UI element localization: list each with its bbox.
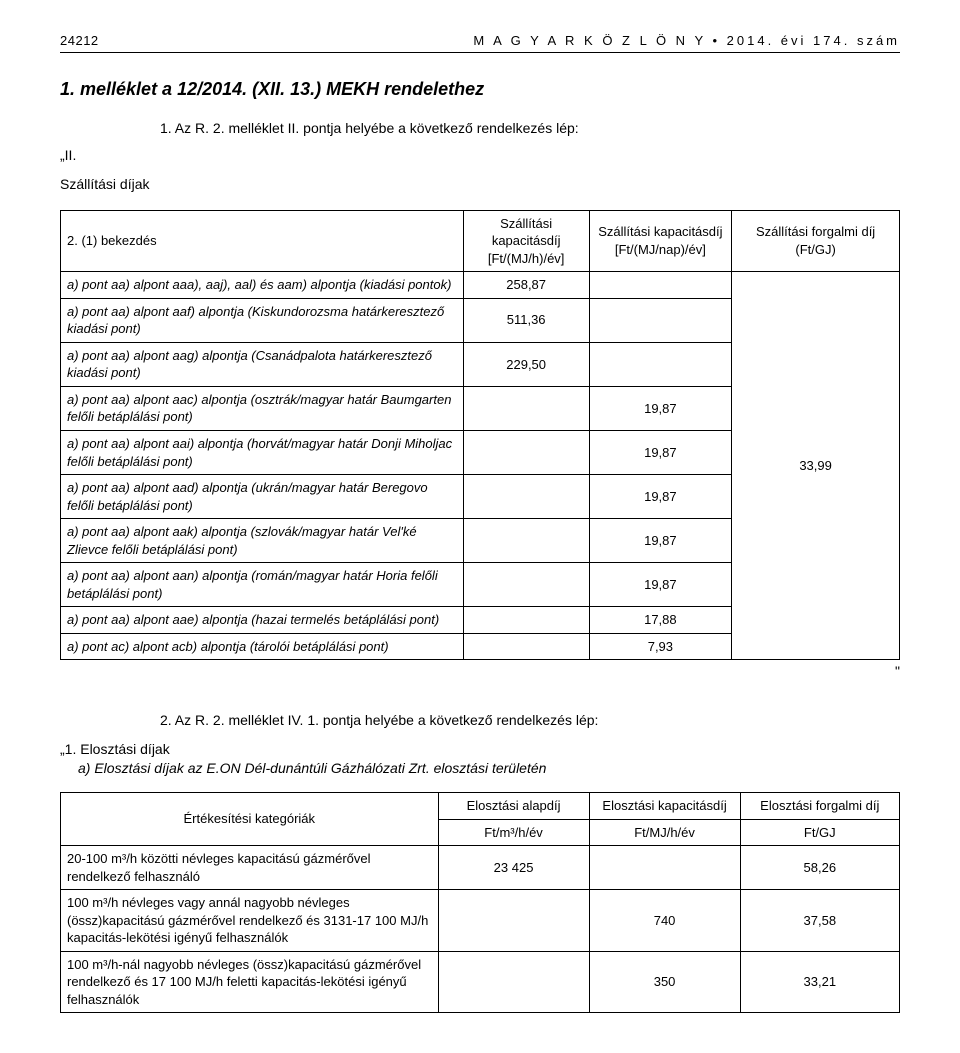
cell-v1 xyxy=(463,386,589,430)
th-unit3: Ft/GJ xyxy=(740,819,899,846)
th-cap-h: Szállítási kapacitásdíj [Ft/(MJ/h)/év] xyxy=(463,210,589,272)
cell-v1 xyxy=(463,607,589,634)
cell-v2: 17,88 xyxy=(589,607,732,634)
table-row: 100 m³/h-nál nagyobb névleges (össz)kapa… xyxy=(61,951,900,1013)
clause-1: 1. Az R. 2. melléklet II. pontja helyébe… xyxy=(160,119,900,138)
section-label: Szállítási díjak xyxy=(60,175,900,194)
header-rule xyxy=(60,52,900,53)
table-row: a) pont aa) alpont aaa), aaj), aal) és a… xyxy=(61,272,900,299)
cell-desc: a) pont aa) alpont aaf) alpontja (Kiskun… xyxy=(61,298,464,342)
cell-v1 xyxy=(463,563,589,607)
table-transport-fees: 2. (1) bekezdés Szállítási kapacitásdíj … xyxy=(60,210,900,661)
cell-v3: 58,26 xyxy=(740,846,899,890)
table-row: Értékesítési kategóriák Elosztási alapdí… xyxy=(61,793,900,820)
table-body: 20-100 m³/h közötti névleges kapacitású … xyxy=(61,846,900,1013)
cell-desc: 100 m³/h-nál nagyobb névleges (össz)kapa… xyxy=(61,951,439,1013)
table-row: 2. (1) bekezdés Szállítási kapacitásdíj … xyxy=(61,210,900,272)
cell-v1 xyxy=(463,475,589,519)
table-body: a) pont aa) alpont aaa), aaj), aal) és a… xyxy=(61,272,900,660)
cell-desc: a) pont ac) alpont acb) alpontja (tároló… xyxy=(61,633,464,660)
cell-desc: a) pont aa) alpont aai) alpontja (horvát… xyxy=(61,430,464,474)
cell-v1 xyxy=(463,633,589,660)
cell-v2: 19,87 xyxy=(589,430,732,474)
cell-v2 xyxy=(589,298,732,342)
cell-v2 xyxy=(589,272,732,299)
th-category: Értékesítési kategóriák xyxy=(61,793,439,846)
page-header: 24212 M A G Y A R K Ö Z L Ö N Y • 2014. … xyxy=(60,32,900,50)
th-unit1: Ft/m³/h/év xyxy=(438,819,589,846)
cell-v1 xyxy=(438,890,589,952)
cell-merged-v3: 33,99 xyxy=(732,272,900,660)
cell-v1: 23 425 xyxy=(438,846,589,890)
cell-v2: 19,87 xyxy=(589,475,732,519)
th-alap: Elosztási alapdíj xyxy=(438,793,589,820)
clause-1-quote: „II. xyxy=(60,146,900,165)
cell-desc: a) pont aa) alpont aaa), aaj), aal) és a… xyxy=(61,272,464,299)
cell-desc: 20-100 m³/h közötti névleges kapacitású … xyxy=(61,846,439,890)
closing-quote: " xyxy=(60,662,900,681)
cell-v3: 33,21 xyxy=(740,951,899,1013)
th-unit2: Ft/MJ/h/év xyxy=(589,819,740,846)
cell-desc: a) pont aa) alpont aag) alpontja (Csanád… xyxy=(61,342,464,386)
cell-v1 xyxy=(463,519,589,563)
cell-v1 xyxy=(463,430,589,474)
cell-desc: a) pont aa) alpont aac) alpontja (osztrá… xyxy=(61,386,464,430)
cell-desc: a) pont aa) alpont aad) alpontja (ukrán/… xyxy=(61,475,464,519)
cell-v2: 19,87 xyxy=(589,386,732,430)
cell-v2 xyxy=(589,342,732,386)
th-forg: Elosztási forgalmi díj xyxy=(740,793,899,820)
th-cap-day: Szállítási kapacitásdíj [Ft/(MJ/nap)/év] xyxy=(589,210,732,272)
clause-2: 2. Az R. 2. melléklet IV. 1. pontja hely… xyxy=(160,711,900,730)
cell-v1: 258,87 xyxy=(463,272,589,299)
th-kap: Elosztási kapacitásdíj xyxy=(589,793,740,820)
table-row: 20-100 m³/h közötti névleges kapacitású … xyxy=(61,846,900,890)
clause-2a: a) Elosztási díjak az E.ON Dél-dunántúli… xyxy=(78,759,900,778)
cell-desc: a) pont aa) alpont aak) alpontja (szlová… xyxy=(61,519,464,563)
cell-v2: 350 xyxy=(589,951,740,1013)
clause-1-block: 1. Az R. 2. melléklet II. pontja helyébe… xyxy=(160,119,900,138)
th-traffic: Szállítási forgalmi díj (Ft/GJ) xyxy=(732,210,900,272)
cell-v1 xyxy=(438,951,589,1013)
page: 24212 M A G Y A R K Ö Z L Ö N Y • 2014. … xyxy=(0,0,960,1053)
th-desc: 2. (1) bekezdés xyxy=(61,210,464,272)
cell-v3: 37,58 xyxy=(740,890,899,952)
table-distribution-fees: Értékesítési kategóriák Elosztási alapdí… xyxy=(60,792,900,1013)
cell-v2: 19,87 xyxy=(589,563,732,607)
cell-v1: 511,36 xyxy=(463,298,589,342)
cell-desc: a) pont aa) alpont aan) alpontja (román/… xyxy=(61,563,464,607)
attachment-title: 1. melléklet a 12/2014. (XII. 13.) MEKH … xyxy=(60,77,900,101)
clause-2-quote: „1. Elosztási díjak xyxy=(60,740,900,759)
page-number: 24212 xyxy=(60,32,99,50)
cell-v2: 740 xyxy=(589,890,740,952)
cell-desc: 100 m³/h névleges vagy annál nagyobb név… xyxy=(61,890,439,952)
cell-desc: a) pont aa) alpont aae) alpontja (hazai … xyxy=(61,607,464,634)
cell-v2: 19,87 xyxy=(589,519,732,563)
cell-v2: 7,93 xyxy=(589,633,732,660)
cell-v2 xyxy=(589,846,740,890)
cell-v1: 229,50 xyxy=(463,342,589,386)
table-row: 100 m³/h névleges vagy annál nagyobb név… xyxy=(61,890,900,952)
header-right: M A G Y A R K Ö Z L Ö N Y • 2014. évi 17… xyxy=(473,32,900,50)
